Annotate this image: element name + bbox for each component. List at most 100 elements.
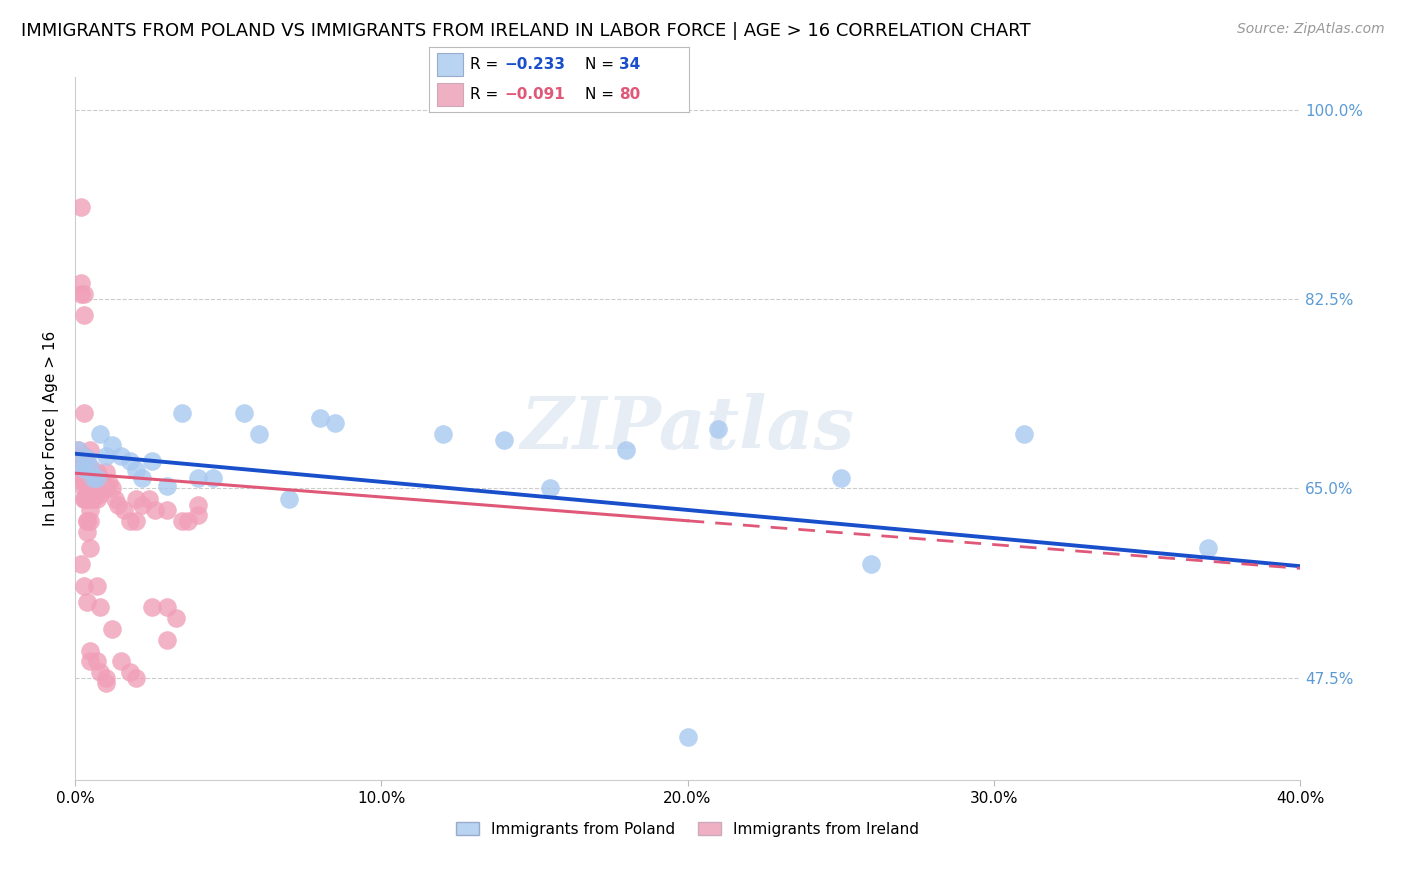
Point xyxy=(67,458,90,472)
Point xyxy=(201,470,224,484)
Point xyxy=(125,463,148,477)
Legend: Immigrants from Poland, Immigrants from Ireland: Immigrants from Poland, Immigrants from … xyxy=(450,815,925,843)
Text: N =: N = xyxy=(585,57,619,72)
Point xyxy=(73,459,96,474)
Point xyxy=(120,454,142,468)
Point xyxy=(70,458,93,472)
Text: N =: N = xyxy=(585,87,619,102)
Text: −0.091: −0.091 xyxy=(505,87,565,102)
Point xyxy=(79,481,101,495)
Point xyxy=(86,654,108,668)
Point xyxy=(86,465,108,479)
Point xyxy=(94,465,117,479)
Point xyxy=(67,449,90,463)
Point xyxy=(89,665,111,680)
Point xyxy=(67,470,90,484)
Point xyxy=(79,459,101,474)
Point xyxy=(156,479,179,493)
Point xyxy=(73,492,96,507)
Point xyxy=(79,492,101,507)
Point xyxy=(120,514,142,528)
Point xyxy=(94,481,117,495)
Point xyxy=(67,443,90,458)
Point xyxy=(156,503,179,517)
Point xyxy=(101,481,124,495)
Point xyxy=(73,449,96,463)
Point xyxy=(79,643,101,657)
Point xyxy=(120,665,142,680)
Point xyxy=(76,492,98,507)
Point xyxy=(131,498,153,512)
Point xyxy=(73,492,96,507)
Text: −0.233: −0.233 xyxy=(505,57,565,72)
Point xyxy=(86,579,108,593)
Point xyxy=(104,492,127,507)
Point xyxy=(89,427,111,442)
Point xyxy=(707,422,730,436)
Point xyxy=(1197,541,1219,555)
Point xyxy=(172,406,194,420)
Point xyxy=(91,475,114,490)
Point xyxy=(492,433,515,447)
Point xyxy=(141,454,163,468)
Text: ZIPatlas: ZIPatlas xyxy=(520,393,855,465)
Point xyxy=(107,498,129,512)
Point xyxy=(860,557,883,571)
Point xyxy=(79,470,101,484)
Point xyxy=(82,492,104,507)
Point xyxy=(70,470,93,484)
Point xyxy=(73,462,96,476)
Point xyxy=(79,541,101,555)
Point xyxy=(278,492,301,507)
Point xyxy=(89,600,111,615)
Point xyxy=(125,492,148,507)
Point xyxy=(325,417,347,431)
Text: R =: R = xyxy=(471,57,503,72)
Point xyxy=(125,671,148,685)
Point xyxy=(1014,427,1036,442)
Point xyxy=(70,200,93,214)
Point xyxy=(101,438,124,452)
Point xyxy=(70,449,93,463)
Text: IMMIGRANTS FROM POLAND VS IMMIGRANTS FROM IRELAND IN LABOR FORCE | AGE > 16 CORR: IMMIGRANTS FROM POLAND VS IMMIGRANTS FRO… xyxy=(21,22,1031,40)
Point xyxy=(79,514,101,528)
Point xyxy=(187,498,209,512)
Point xyxy=(76,451,98,466)
Point xyxy=(676,730,699,744)
Point xyxy=(70,286,93,301)
Y-axis label: In Labor Force | Age > 16: In Labor Force | Age > 16 xyxy=(44,331,59,526)
Point xyxy=(101,622,124,636)
Point xyxy=(86,470,108,484)
Bar xyxy=(437,83,463,106)
Point xyxy=(73,286,96,301)
Point xyxy=(73,309,96,323)
Point xyxy=(131,470,153,484)
Point xyxy=(79,443,101,458)
Point xyxy=(79,459,101,474)
Point xyxy=(94,671,117,685)
Point xyxy=(97,475,120,490)
Point xyxy=(247,427,270,442)
Point xyxy=(156,600,179,615)
Point xyxy=(177,514,200,528)
Point xyxy=(76,595,98,609)
Text: Source: ZipAtlas.com: Source: ZipAtlas.com xyxy=(1237,22,1385,37)
Point xyxy=(79,654,101,668)
Point xyxy=(70,276,93,290)
Point xyxy=(143,503,166,517)
Point xyxy=(76,481,98,495)
Point xyxy=(94,449,117,463)
Point xyxy=(76,459,98,474)
Point xyxy=(73,481,96,495)
Point xyxy=(76,514,98,528)
Point xyxy=(82,481,104,495)
Text: 80: 80 xyxy=(619,87,640,102)
Bar xyxy=(437,53,463,76)
Point xyxy=(94,676,117,690)
Point xyxy=(830,470,852,484)
Text: R =: R = xyxy=(471,87,503,102)
Point xyxy=(67,443,90,458)
Point xyxy=(432,427,454,442)
Point xyxy=(614,443,637,458)
Point xyxy=(76,514,98,528)
